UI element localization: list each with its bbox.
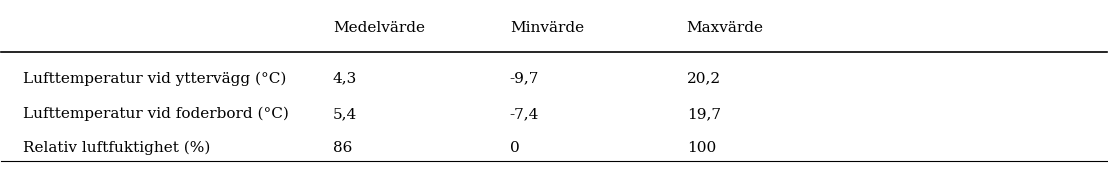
Text: Medelvärde: Medelvärde (334, 21, 425, 35)
Text: Relativ luftfuktighet (%): Relativ luftfuktighet (%) (23, 141, 211, 155)
Text: -9,7: -9,7 (510, 72, 540, 86)
Text: 86: 86 (334, 141, 352, 155)
Text: Minvärde: Minvärde (510, 21, 584, 35)
Text: 0: 0 (510, 141, 520, 155)
Text: 19,7: 19,7 (687, 107, 720, 121)
Text: 5,4: 5,4 (334, 107, 357, 121)
Text: Lufttemperatur vid yttervägg (°C): Lufttemperatur vid yttervägg (°C) (23, 72, 287, 86)
Text: -7,4: -7,4 (510, 107, 540, 121)
Text: Lufttemperatur vid foderbord (°C): Lufttemperatur vid foderbord (°C) (23, 107, 289, 121)
Text: 100: 100 (687, 141, 716, 155)
Text: Maxvärde: Maxvärde (687, 21, 763, 35)
Text: 20,2: 20,2 (687, 72, 720, 86)
Text: 4,3: 4,3 (334, 72, 357, 86)
